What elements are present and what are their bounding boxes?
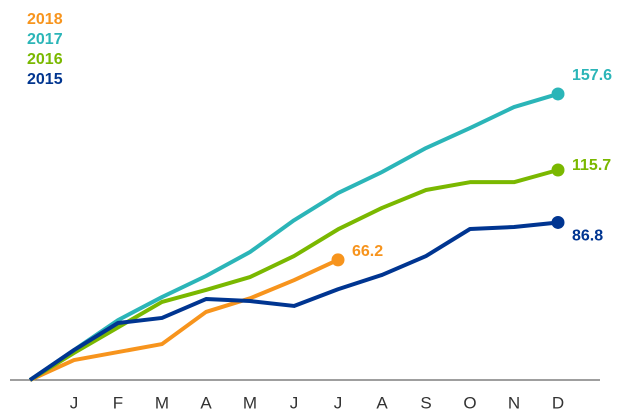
x-tick-label: N [508, 393, 520, 412]
value-label: 66.2 [352, 243, 383, 260]
legend-entry: 2016 [27, 51, 63, 68]
end-point [331, 253, 345, 267]
legend-entry: 2015 [27, 71, 63, 88]
x-tick-label: O [463, 393, 476, 412]
x-tick-label: A [200, 393, 212, 412]
x-tick-label: M [243, 393, 257, 412]
x-tick-label: J [334, 393, 343, 412]
end-point [551, 163, 565, 177]
end-point [551, 87, 565, 101]
x-tick-label: M [155, 393, 169, 412]
series-line [28, 220, 559, 382]
series-line [28, 92, 559, 382]
end-point [551, 215, 565, 229]
x-tick-label: A [376, 393, 388, 412]
value-label: 115.7 [572, 157, 611, 174]
legend-entry: 2017 [27, 31, 63, 48]
x-tick-label: J [290, 393, 299, 412]
x-tick-label: S [420, 393, 431, 412]
value-label: 86.8 [572, 228, 603, 245]
x-tick-label: D [552, 393, 564, 412]
legend-entry: 2018 [27, 11, 63, 28]
x-tick-label: J [70, 393, 79, 412]
value-label: 157.6 [572, 67, 612, 84]
series-line [29, 258, 339, 382]
series-line [28, 168, 559, 382]
x-tick-label: F [113, 393, 123, 412]
